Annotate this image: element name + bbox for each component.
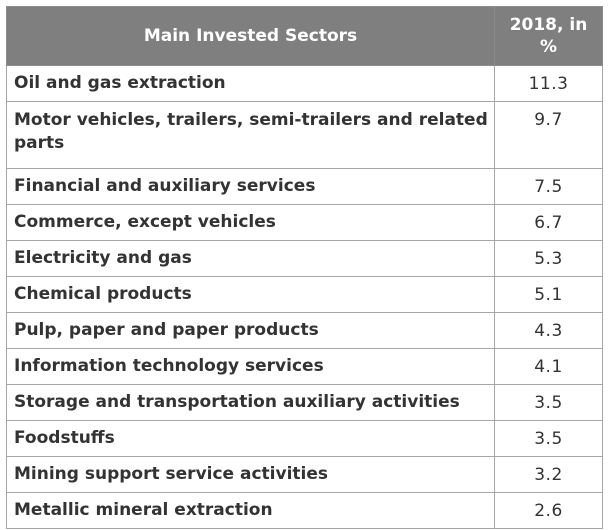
sector-cell: Motor vehicles, trailers, semi-trailers … (6, 101, 495, 169)
sector-cell: Mining support service activities (6, 456, 495, 493)
value-cell: 7.5 (494, 168, 603, 205)
value-cell: 9.7 (494, 101, 603, 169)
invested-sectors-table: Main Invested Sectors 2018, in % Oil and… (6, 6, 603, 529)
value-cell: 3.2 (494, 456, 603, 493)
value-cell: 11.3 (494, 65, 603, 102)
table-header-row: Main Invested Sectors 2018, in % (6, 6, 603, 66)
table-row: Motor vehicles, trailers, semi-trailers … (6, 101, 603, 169)
value-cell: 5.3 (494, 240, 603, 277)
table-row: Pulp, paper and paper products 4.3 (6, 312, 603, 349)
sector-cell: Chemical products (6, 276, 495, 313)
sector-cell: Storage and transportation auxiliary act… (6, 384, 495, 421)
sector-cell: Metallic mineral extraction (6, 492, 495, 529)
sector-cell: Information technology services (6, 348, 495, 385)
value-cell: 2.6 (494, 492, 603, 529)
table-row: Chemical products 5.1 (6, 276, 603, 313)
value-cell: 6.7 (494, 204, 603, 241)
table-row: Storage and transportation auxiliary act… (6, 384, 603, 421)
table-row: Oil and gas extraction 11.3 (6, 65, 603, 102)
sector-cell: Foodstuffs (6, 420, 495, 457)
sector-cell: Financial and auxiliary services (6, 168, 495, 205)
sector-column-header: Main Invested Sectors (6, 6, 495, 66)
value-cell: 3.5 (494, 420, 603, 457)
table-row: Electricity and gas 5.3 (6, 240, 603, 277)
sector-cell: Oil and gas extraction (6, 65, 495, 102)
sector-cell: Commerce, except vehicles (6, 204, 495, 241)
value-cell: 5.1 (494, 276, 603, 313)
value-cell: 3.5 (494, 384, 603, 421)
value-column-header: 2018, in % (494, 6, 603, 66)
table-row: Mining support service activities 3.2 (6, 456, 603, 493)
table-row: Metallic mineral extraction 2.6 (6, 492, 603, 529)
sector-cell: Pulp, paper and paper products (6, 312, 495, 349)
value-cell: 4.3 (494, 312, 603, 349)
table-row: Foodstuffs 3.5 (6, 420, 603, 457)
sector-cell: Electricity and gas (6, 240, 495, 277)
table-row: Information technology services 4.1 (6, 348, 603, 385)
value-cell: 4.1 (494, 348, 603, 385)
sectors-table-container: Main Invested Sectors 2018, in % Oil and… (6, 6, 603, 529)
table-row: Financial and auxiliary services 7.5 (6, 168, 603, 205)
table-row: Commerce, except vehicles 6.7 (6, 204, 603, 241)
